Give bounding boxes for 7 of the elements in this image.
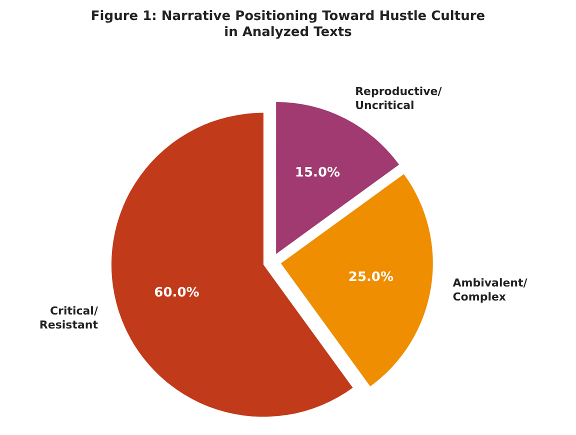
data-label: 15.0% bbox=[294, 165, 340, 180]
slice-label: Reproductive/ Uncritical bbox=[355, 84, 443, 112]
data-label: 60.0% bbox=[154, 286, 200, 301]
data-label: 25.0% bbox=[348, 270, 394, 286]
slice-label: Ambivalent/ Complex bbox=[452, 276, 528, 304]
slice-label: Critical/ Resistant bbox=[39, 304, 99, 332]
chart-title: Figure 1: Narrative Positioning Toward Hustle Culture in Analyzed Texts bbox=[90, 9, 486, 40]
